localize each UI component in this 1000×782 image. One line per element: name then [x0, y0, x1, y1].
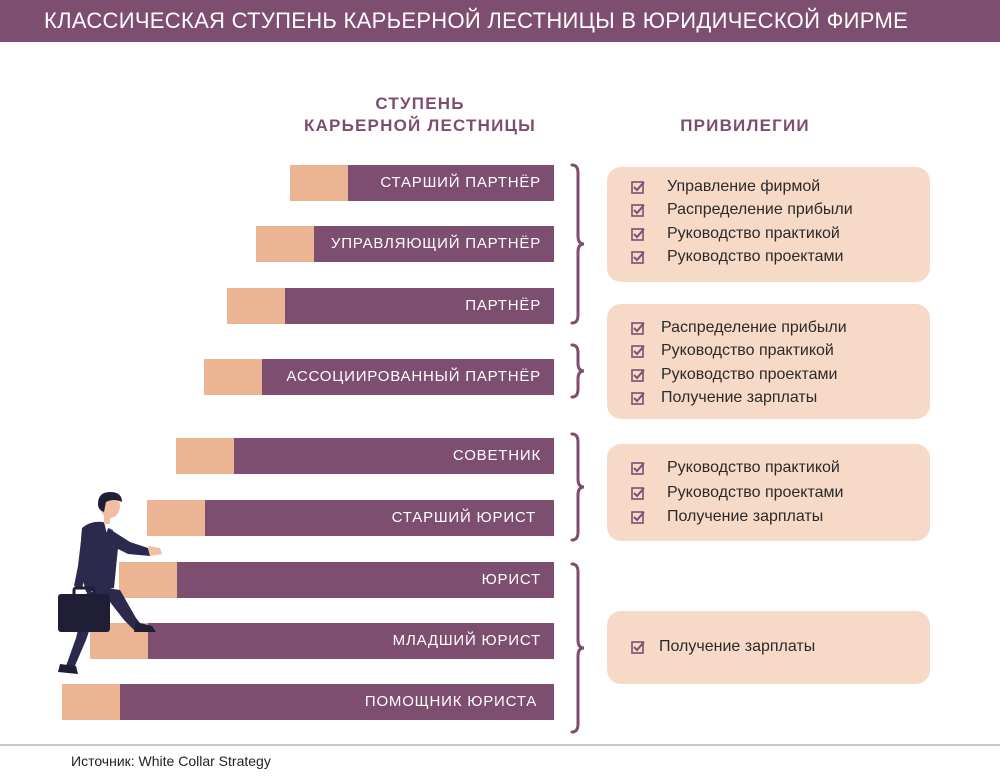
perk-item: Управление фирмой — [631, 175, 853, 199]
checkbox-checked-icon — [631, 227, 645, 241]
steps-header-line1: СТУПЕНЬ — [375, 94, 465, 113]
checkbox-checked-icon — [631, 180, 645, 194]
step-label: ПАРТНЁР — [285, 288, 554, 324]
perk-item: Руководство проектами — [631, 246, 853, 270]
step-associate-partner: АССОЦИИРОВАННЫЙ ПАРТНЁР — [204, 359, 554, 395]
checkbox-checked-icon — [631, 368, 645, 382]
briefcase-icon — [58, 594, 110, 632]
step-label: ПОМОЩНИК ЮРИСТА — [120, 684, 554, 720]
perk-box-associate-partner: Распределение прибыли Руководство практи… — [607, 304, 930, 419]
perk-item: Получение зарплаты — [631, 387, 847, 411]
step-accent — [119, 562, 177, 598]
step-label: СОВЕТНИК — [234, 438, 554, 474]
checkbox-checked-icon — [631, 345, 645, 359]
checkbox-checked-icon — [631, 641, 645, 654]
checkbox-checked-icon — [631, 321, 645, 335]
perk-item: Руководство практикой — [631, 456, 843, 481]
step-counsel: СОВЕТНИК — [176, 438, 554, 474]
perk-item: Руководство практикой — [631, 340, 847, 364]
checkbox-checked-icon — [631, 511, 645, 525]
brace-counsel-senior — [568, 432, 588, 542]
steps-header-line2: КАРЬЕРНОЙ ЛЕСТНИЦЫ — [304, 116, 536, 135]
brace-partners — [568, 163, 588, 325]
step-accent — [290, 165, 348, 201]
checkbox-checked-icon — [631, 204, 645, 218]
step-label: СТАРШИЙ ПАРТНЁР — [348, 165, 554, 201]
step-accent — [227, 288, 285, 324]
perk-box-counsel-senior: Руководство практикой Руководство проект… — [607, 444, 930, 541]
perk-item: Руководство проектами — [631, 481, 843, 506]
step-label: МЛАДШИЙ ЮРИСТ — [148, 623, 554, 659]
perk-item: Распределение прибыли — [631, 199, 853, 223]
brace-juniors — [568, 562, 588, 734]
page-title: КЛАССИЧЕСКАЯ СТУПЕНЬ КАРЬЕРНОЙ ЛЕСТНИЦЫ … — [0, 0, 1000, 42]
step-partner: ПАРТНЁР — [227, 288, 554, 324]
step-junior-lawyer: МЛАДШИЙ ЮРИСТ — [90, 623, 554, 659]
perk-item: Распределение прибыли — [631, 316, 847, 340]
step-accent — [176, 438, 234, 474]
step-label: АССОЦИИРОВАННЫЙ ПАРТНЁР — [262, 359, 554, 395]
businessman-climbing-icon — [58, 492, 162, 674]
checkbox-checked-icon — [631, 486, 645, 500]
perks-column-header: ПРИВИЛЕГИИ — [680, 116, 810, 135]
step-label: ЮРИСТ — [177, 562, 554, 598]
step-managing-partner: УПРАВЛЯЮЩИЙ ПАРТНЁР — [256, 226, 554, 262]
perk-item: Руководство практикой — [631, 222, 853, 246]
checkbox-checked-icon — [631, 462, 645, 476]
perk-box-partners: Управление фирмой Распределение прибыли … — [607, 167, 930, 282]
perk-item: Руководство проектами — [631, 363, 847, 387]
brace-associate-partner — [568, 343, 588, 399]
checkbox-checked-icon — [631, 251, 645, 265]
step-accent — [204, 359, 262, 395]
step-label: УПРАВЛЯЮЩИЙ ПАРТНЁР — [314, 226, 554, 262]
steps-column-header: СТУПЕНЬ КАРЬЕРНОЙ ЛЕСТНИЦЫ — [280, 93, 560, 137]
step-senior-lawyer: СТАРШИЙ ЮРИСТ — [147, 500, 554, 536]
step-paralegal: ПОМОЩНИК ЮРИСТА — [62, 684, 554, 720]
step-accent — [256, 226, 314, 262]
footer-divider — [0, 744, 1000, 746]
perk-box-juniors: Получение зарплаты — [607, 611, 930, 684]
step-accent — [62, 684, 120, 720]
step-accent — [147, 500, 205, 536]
step-lawyer: ЮРИСТ — [119, 562, 554, 598]
source-note: Источник: White Collar Strategy — [71, 753, 271, 769]
perk-item: Получение зарплаты — [631, 505, 843, 530]
step-label: СТАРШИЙ ЮРИСТ — [205, 500, 554, 536]
perk-item: Получение зарплаты — [631, 635, 815, 659]
checkbox-checked-icon — [631, 392, 645, 406]
step-senior-partner: СТАРШИЙ ПАРТНЁР — [290, 165, 554, 201]
